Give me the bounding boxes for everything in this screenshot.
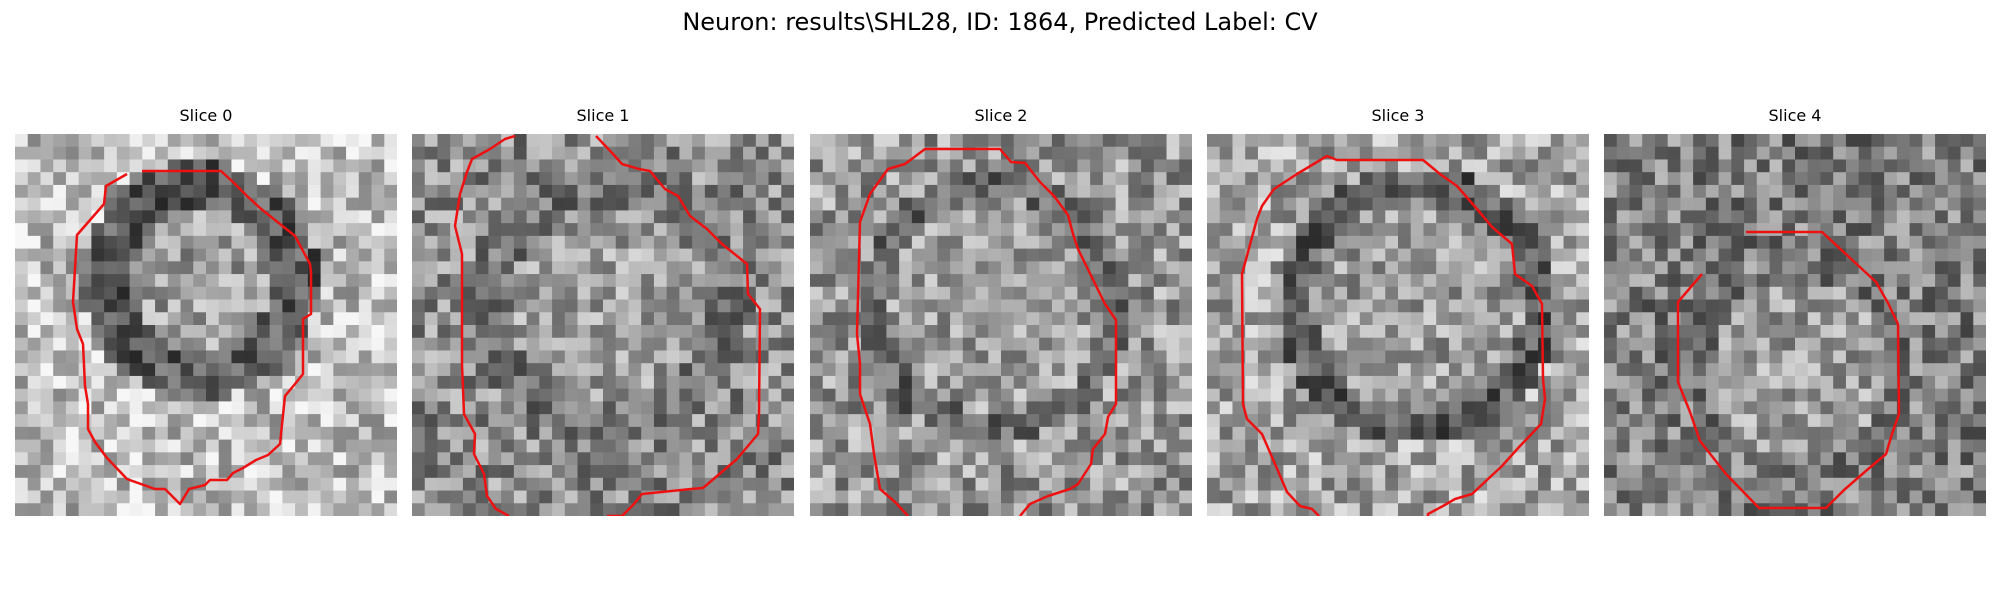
contour-4 xyxy=(1676,230,1901,510)
slice-pixels-2 xyxy=(810,134,1192,516)
slice-panel-3: Slice 3 xyxy=(1207,106,1589,518)
contour-2 xyxy=(855,147,1118,516)
slice-panel-4: Slice 4 xyxy=(1604,106,1986,518)
slice-title-1: Slice 1 xyxy=(576,106,630,125)
slice-pixels-4 xyxy=(1604,134,1986,516)
slice-panel-2: Slice 2 xyxy=(810,106,1192,518)
slice-title-0: Slice 0 xyxy=(179,106,233,125)
slice-image-3 xyxy=(1207,134,1589,516)
slice-panel-1: Slice 1 xyxy=(412,106,794,518)
slice-panel-0: Slice 0 xyxy=(15,106,397,518)
slice-image-2 xyxy=(810,134,1192,516)
figure-title: Neuron: results\SHL28, ID: 1864, Predict… xyxy=(682,8,1318,36)
contour-3 xyxy=(1240,154,1547,516)
slice-title-4: Slice 4 xyxy=(1768,106,1822,125)
slice-pixels-0 xyxy=(15,134,397,516)
contour-0 xyxy=(71,169,313,506)
slice-title-3: Slice 3 xyxy=(1371,106,1425,125)
slice-pixels-1 xyxy=(412,134,794,516)
contour-1 xyxy=(453,134,516,516)
slice-image-0 xyxy=(15,134,397,516)
slice-pixels-3 xyxy=(1207,134,1589,516)
slice-title-2: Slice 2 xyxy=(974,106,1028,125)
slice-image-1 xyxy=(412,134,794,516)
slice-image-4 xyxy=(1604,134,1986,516)
contour-1b xyxy=(595,135,762,516)
